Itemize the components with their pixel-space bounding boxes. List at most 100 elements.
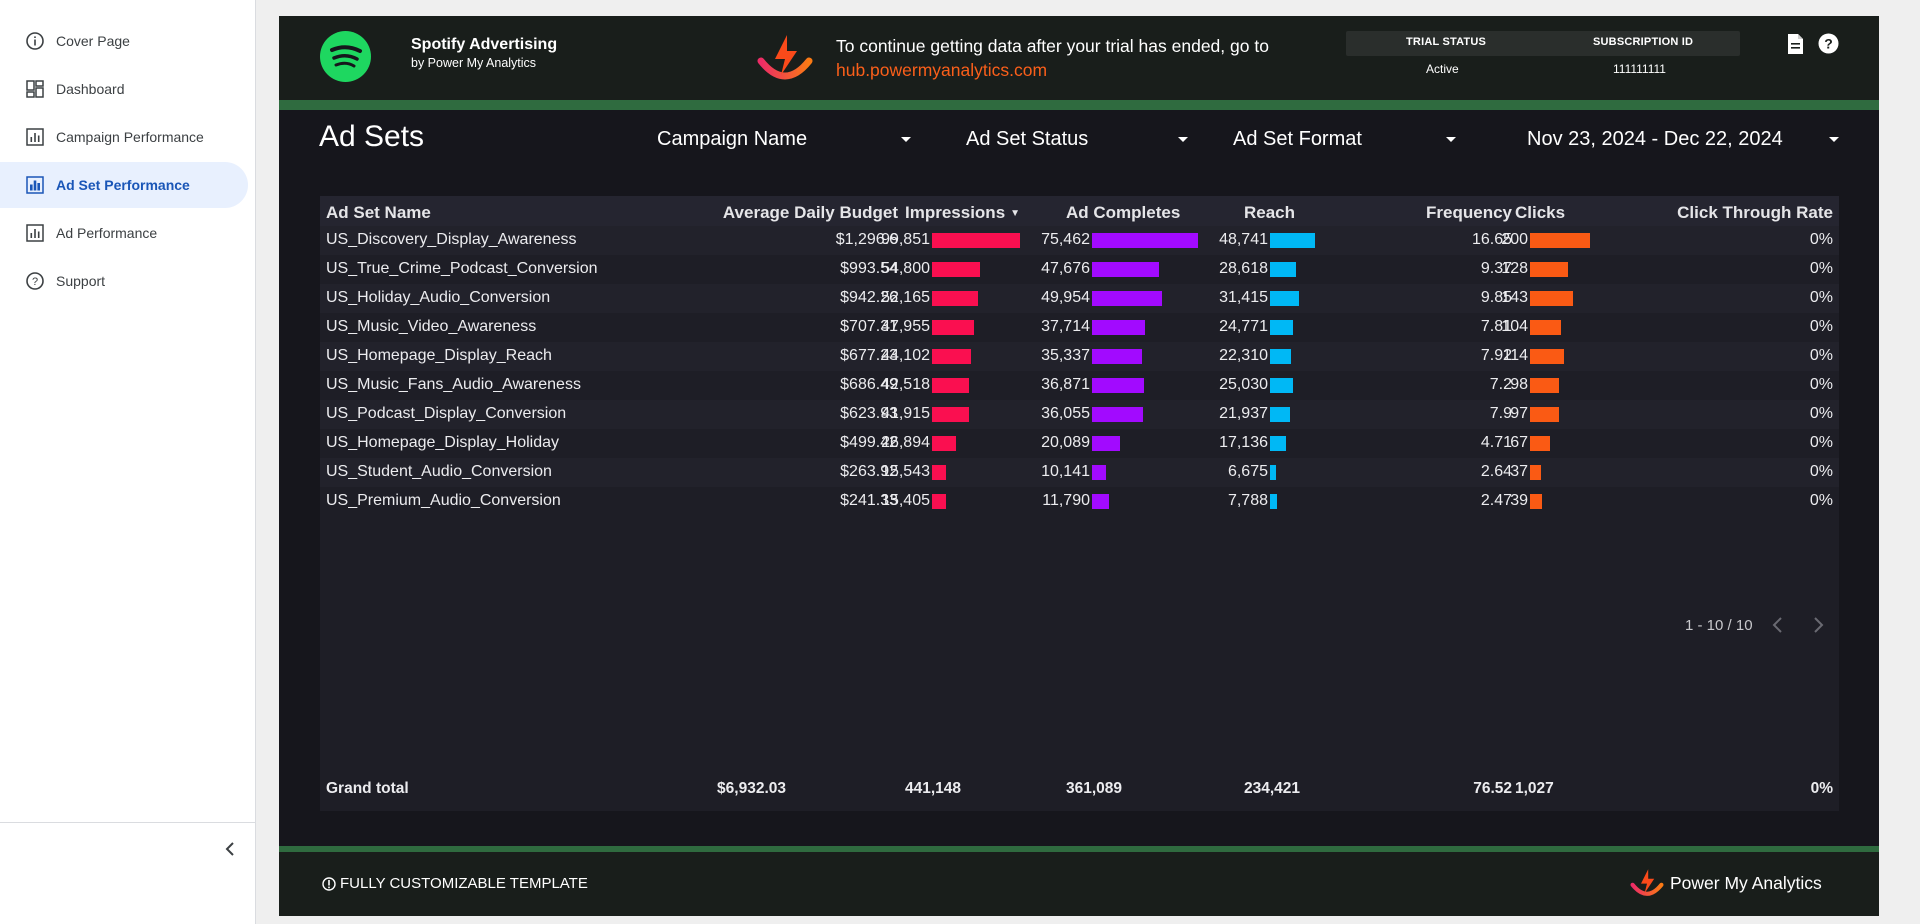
previous-page-button[interactable] bbox=[1769, 615, 1787, 635]
page-title: Ad Sets bbox=[319, 120, 425, 153]
grand-total-label: Grand total bbox=[326, 780, 409, 797]
reach-bar bbox=[1270, 494, 1277, 509]
sidebar-item-campaign-performance[interactable]: Campaign Performance bbox=[0, 114, 248, 160]
col-reach-header[interactable]: Reach bbox=[1244, 203, 1295, 223]
document-icon[interactable] bbox=[1786, 33, 1804, 55]
footer-note: FULLY CUSTOMIZABLE TEMPLATE bbox=[322, 875, 588, 892]
cell-impressions: 54,800 bbox=[881, 260, 930, 277]
cell-ctr: 0% bbox=[1809, 463, 1833, 480]
cell-reach: 28,618 bbox=[1219, 260, 1268, 277]
table-row[interactable]: US_Music_Video_Awareness $707.31 47,955 37,… bbox=[320, 313, 1839, 342]
cell-clicks: 98 bbox=[1510, 376, 1528, 393]
grand-total-ctr: 0% bbox=[1810, 780, 1833, 797]
col-clicks-header[interactable]: Clicks bbox=[1515, 203, 1565, 223]
table-row[interactable]: US_Student_Audio_Conversion $263.92 15,543… bbox=[320, 458, 1839, 487]
table-row[interactable]: US_Podcast_Display_Conversion $623.93 41,9… bbox=[320, 400, 1839, 429]
reach-bar bbox=[1270, 378, 1293, 393]
cell-reach: 25,030 bbox=[1219, 376, 1268, 393]
col-frequency-label: Frequency bbox=[1426, 203, 1512, 222]
table-row[interactable]: US_Homepage_Display_Holiday $499.42 26,894… bbox=[320, 429, 1839, 458]
footer-brand: Power My Analytics bbox=[1630, 868, 1822, 898]
cell-completes: 10,141 bbox=[1041, 463, 1090, 480]
clicks-bar bbox=[1530, 494, 1542, 509]
date-range-filter[interactable]: Nov 23, 2024 - Dec 22, 2024 bbox=[1527, 124, 1843, 154]
next-page-button[interactable] bbox=[1809, 615, 1827, 635]
brand-subtitle: by Power My Analytics bbox=[411, 56, 537, 70]
sidebar-item-ad-performance[interactable]: Ad Performance bbox=[0, 210, 248, 256]
table-row[interactable]: US_Homepage_Display_Reach $677.23 44,102 35… bbox=[320, 342, 1839, 371]
cell-ctr: 0% bbox=[1809, 260, 1833, 277]
trial-link[interactable]: hub.powermyanalytics.com bbox=[836, 60, 1048, 80]
cell-impressions: 99,851 bbox=[881, 231, 930, 248]
clicks-bar bbox=[1530, 262, 1568, 277]
ad-set-format-filter[interactable]: Ad Set Format bbox=[1233, 124, 1460, 154]
sidebar-item-ad-set-performance[interactable]: Ad Set Performance bbox=[0, 162, 248, 208]
impressions-bar bbox=[932, 291, 978, 306]
cell-name: US_Premium_Audio_Conversion bbox=[326, 492, 561, 509]
trial-status-value: Active bbox=[1426, 62, 1459, 76]
cell-clicks: 143 bbox=[1501, 289, 1528, 306]
completes-bar bbox=[1092, 378, 1144, 393]
cell-impressions: 41,915 bbox=[881, 405, 930, 422]
col-average-daily-budget-header[interactable]: Average Daily Budget bbox=[723, 203, 898, 223]
cell-frequency: 16.65 bbox=[1471, 231, 1512, 248]
impressions-bar bbox=[932, 407, 969, 422]
col-impressions-header[interactable]: Impressions ▼ bbox=[905, 203, 1020, 223]
cell-clicks: 128 bbox=[1501, 260, 1528, 277]
cell-ctr: 0% bbox=[1809, 405, 1833, 422]
table-row[interactable]: US_Music_Fans_Audio_Awareness $686.49 42,5… bbox=[320, 371, 1839, 400]
cell-ctr: 0% bbox=[1809, 347, 1833, 364]
cell-frequency: 9.85 bbox=[1480, 289, 1512, 306]
sidebar-item-dashboard[interactable]: Dashboard bbox=[0, 66, 248, 112]
cell-completes: 47,676 bbox=[1041, 260, 1090, 277]
grand-total-impressions: 441,148 bbox=[905, 780, 962, 797]
grand-total-row: Grand total $6,932.03 441,148 361,089 23… bbox=[320, 775, 1839, 805]
cell-ctr: 0% bbox=[1809, 318, 1833, 335]
dropdown-caret-icon bbox=[1446, 136, 1456, 142]
col-click-through-rate-header[interactable]: Click Through Rate bbox=[1677, 203, 1833, 223]
cell-impressions: 44,102 bbox=[881, 347, 930, 364]
sidebar-item-label: Cover Page bbox=[56, 33, 130, 49]
sidebar-item-cover-page[interactable]: Cover Page bbox=[0, 18, 248, 64]
sidebar-item-label: Support bbox=[56, 273, 106, 289]
cell-ctr: 0% bbox=[1809, 492, 1833, 509]
table-row[interactable]: US_Discovery_Display_Awareness $1,296.6 99… bbox=[320, 226, 1839, 255]
collapse-sidebar-button[interactable] bbox=[220, 838, 240, 860]
completes-bar bbox=[1092, 233, 1198, 248]
reach-bar bbox=[1270, 291, 1299, 306]
cell-frequency: 7.81 bbox=[1480, 318, 1512, 335]
col-frequency-header[interactable]: Frequency bbox=[1426, 203, 1512, 223]
cell-name: US_Music_Fans_Audio_Awareness bbox=[326, 376, 581, 393]
table-row[interactable]: US_Premium_Audio_Conversion $241.33 15,405… bbox=[320, 487, 1839, 516]
impressions-bar bbox=[932, 233, 1020, 248]
col-ad-completes-header[interactable]: Ad Completes bbox=[1066, 203, 1180, 223]
cell-reach: 6,675 bbox=[1227, 463, 1268, 480]
cell-impressions: 42,518 bbox=[881, 376, 930, 393]
table-row[interactable]: US_Holiday_Audio_Conversion $942.26 52,165… bbox=[320, 284, 1839, 313]
ad-set-status-filter[interactable]: Ad Set Status bbox=[966, 124, 1192, 154]
col-click-through-rate-label: Click Through Rate bbox=[1677, 203, 1833, 222]
sidebar-item-support[interactable]: ? Support bbox=[0, 258, 248, 304]
sidebar-item-label: Ad Set Performance bbox=[56, 177, 190, 193]
sidebar-item-label: Ad Performance bbox=[56, 225, 158, 241]
campaign-name-filter[interactable]: Campaign Name bbox=[657, 124, 915, 154]
cell-ctr: 0% bbox=[1809, 376, 1833, 393]
cell-completes: 20,089 bbox=[1041, 434, 1090, 451]
report-header: Spotify Advertising by Power My Analytic… bbox=[279, 16, 1879, 100]
cell-name: US_Homepage_Display_Reach bbox=[326, 347, 552, 364]
dropdown-caret-icon bbox=[1829, 136, 1839, 142]
trial-status-label: TRIAL STATUS bbox=[1406, 36, 1487, 48]
cell-name: US_Music_Video_Awareness bbox=[326, 318, 537, 335]
cell-clicks: 114 bbox=[1502, 347, 1528, 364]
col-ad-set-name-header[interactable]: Ad Set Name bbox=[326, 203, 431, 223]
table-row[interactable]: US_True_Crime_Podcast_Conversion $993.54 5… bbox=[320, 255, 1839, 284]
cell-frequency: 4.71 bbox=[1480, 434, 1512, 451]
help-icon[interactable]: ? bbox=[1818, 33, 1839, 54]
cell-reach: 24,771 bbox=[1219, 318, 1268, 335]
col-ad-completes-label: Ad Completes bbox=[1066, 203, 1181, 222]
ad-set-format-filter-label: Ad Set Format bbox=[1233, 127, 1362, 150]
grand-total-completes: 361,089 bbox=[1066, 780, 1123, 797]
cell-budget: $707.31 bbox=[840, 318, 898, 335]
table-header: Ad Set Name Average Daily Budget Impressio… bbox=[320, 196, 1839, 226]
completes-bar bbox=[1092, 262, 1159, 277]
